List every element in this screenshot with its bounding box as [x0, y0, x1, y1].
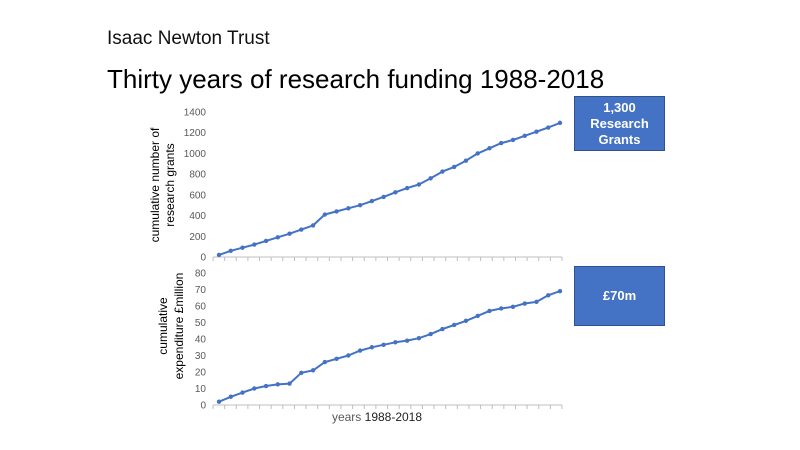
- data-point: [228, 248, 233, 253]
- data-point: [263, 238, 269, 244]
- data-point: [534, 299, 539, 305]
- data-point: [275, 382, 280, 387]
- data-point: [416, 182, 422, 187]
- data-point: [346, 206, 351, 211]
- data-point: [475, 313, 480, 319]
- grants-callout: 1,300 Research Grants: [574, 96, 665, 151]
- data-point: [275, 235, 280, 240]
- data-point: [534, 129, 539, 134]
- data-point: [216, 399, 222, 404]
- y-axis-title-line: research grants: [163, 143, 177, 226]
- data-point: [322, 359, 328, 365]
- y-tick-label: 400: [189, 211, 206, 222]
- data-point: [499, 306, 504, 311]
- data-point: [404, 185, 410, 191]
- data-point: [369, 345, 375, 350]
- data-point: [310, 223, 316, 228]
- data-point: [440, 169, 445, 174]
- y-tick-label: 600: [189, 190, 206, 201]
- data-point: [216, 252, 222, 258]
- series-line: [218, 121, 561, 256]
- y-tick-label: 200: [189, 232, 206, 243]
- y-axis-title-line: cumulative: [156, 297, 170, 355]
- data-point: [546, 293, 551, 298]
- data-point: [287, 381, 292, 386]
- y-tick-label: 1400: [184, 108, 207, 119]
- data-point: [252, 386, 257, 391]
- data-point: [463, 318, 469, 324]
- data-point: [440, 326, 445, 332]
- data-point: [416, 335, 422, 341]
- data-point: [381, 194, 386, 200]
- data-point: [557, 120, 563, 126]
- y-tick-label: 80: [195, 269, 207, 280]
- y-axis-title-line: cumulative number of: [148, 127, 162, 242]
- x-axis-title-part: 1988-2018: [365, 410, 423, 424]
- data-point: [475, 151, 480, 156]
- slide-title: Thirty years of research funding 1988-20…: [107, 64, 605, 94]
- data-point: [428, 331, 433, 337]
- data-point: [322, 212, 328, 217]
- data-point: [428, 176, 433, 181]
- data-point: [240, 245, 245, 250]
- y-tick-label: 30: [195, 351, 207, 362]
- data-point: [357, 203, 363, 208]
- data-point: [393, 340, 398, 345]
- y-tick-label: 50: [195, 318, 207, 329]
- y-tick-label: 60: [195, 302, 207, 313]
- y-axis-title-line: expenditure £million: [172, 273, 186, 380]
- expenditure-chart: 0 10 20 30 40 50 60 70 80 cumulative expenditure £…: [156, 269, 563, 424]
- data-point: [346, 353, 351, 358]
- data-point: [299, 370, 304, 376]
- y-tick-label: 40: [195, 335, 207, 346]
- data-point: [499, 140, 504, 146]
- data-point: [287, 231, 292, 236]
- data-point: [487, 308, 492, 314]
- data-point: [522, 301, 527, 306]
- org-name: Isaac Newton Trust: [107, 28, 270, 49]
- data-point: [546, 125, 551, 130]
- data-point: [393, 190, 398, 195]
- y-tick-label: 10: [195, 384, 207, 395]
- data-point: [510, 137, 516, 143]
- data-point: [357, 348, 363, 353]
- data-point: [404, 338, 410, 343]
- y-tick-label: 0: [200, 253, 206, 264]
- series-line: [218, 290, 561, 403]
- data-point: [263, 383, 269, 389]
- data-point: [463, 158, 469, 163]
- x-axis-title: years 1988-2018: [332, 410, 422, 424]
- x-axis-title-part: years: [332, 410, 365, 424]
- y-tick-label: 0: [200, 401, 206, 412]
- data-point: [334, 356, 339, 361]
- expenditure-callout: £70m: [574, 266, 665, 326]
- y-tick-label: 1000: [184, 149, 207, 160]
- y-tick-label: 1200: [184, 128, 207, 139]
- data-point: [228, 394, 233, 399]
- data-point: [310, 368, 316, 373]
- y-tick-label: 800: [189, 170, 206, 181]
- data-point: [381, 342, 386, 347]
- data-point: [451, 164, 457, 170]
- data-point: [451, 322, 457, 328]
- data-point: [252, 242, 257, 247]
- y-tick-label: 70: [195, 285, 207, 296]
- data-point: [334, 209, 339, 214]
- data-point: [522, 133, 527, 139]
- grants-chart: 0 200 400 600 800 1000 1200 1400 cumulative numb…: [148, 108, 563, 264]
- data-point: [487, 146, 492, 151]
- data-point: [510, 304, 516, 310]
- data-point: [240, 390, 245, 395]
- data-point: [369, 198, 375, 204]
- data-point: [299, 227, 304, 232]
- data-point: [557, 288, 563, 294]
- y-tick-label: 20: [195, 368, 207, 379]
